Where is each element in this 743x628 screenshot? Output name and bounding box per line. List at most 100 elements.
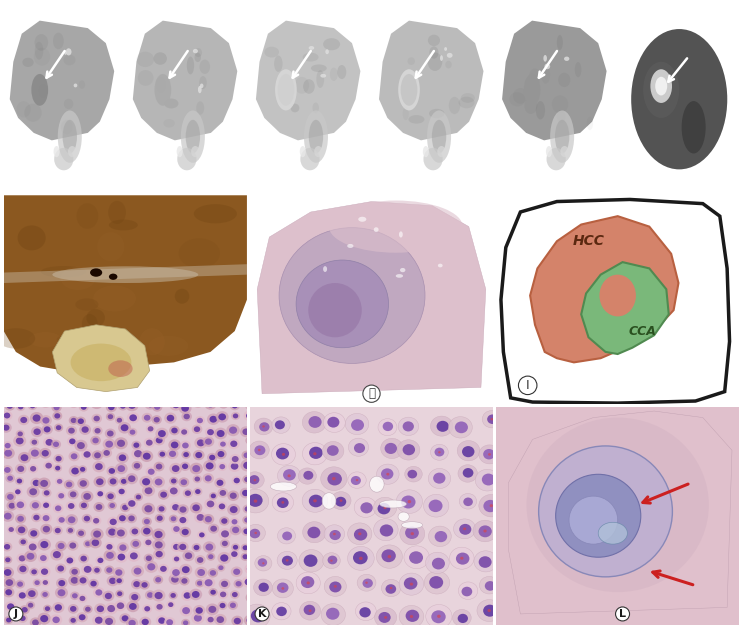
Circle shape	[20, 417, 27, 423]
Circle shape	[15, 580, 25, 588]
Circle shape	[244, 517, 250, 522]
Ellipse shape	[432, 120, 447, 153]
Ellipse shape	[399, 231, 403, 237]
Circle shape	[262, 562, 265, 565]
Circle shape	[120, 544, 126, 551]
Circle shape	[108, 468, 115, 474]
Circle shape	[198, 569, 205, 576]
Circle shape	[231, 551, 238, 557]
Circle shape	[139, 617, 152, 627]
Circle shape	[77, 594, 88, 603]
Circle shape	[404, 577, 418, 590]
Circle shape	[39, 448, 51, 458]
Polygon shape	[508, 411, 732, 614]
Circle shape	[218, 578, 230, 589]
Circle shape	[56, 491, 66, 501]
Circle shape	[70, 491, 77, 497]
Ellipse shape	[64, 50, 67, 55]
Polygon shape	[530, 216, 678, 362]
Ellipse shape	[313, 102, 319, 113]
Ellipse shape	[330, 68, 338, 81]
Circle shape	[1, 566, 14, 578]
Circle shape	[356, 479, 358, 481]
Circle shape	[204, 399, 216, 410]
Circle shape	[79, 501, 89, 510]
Ellipse shape	[564, 57, 569, 61]
Circle shape	[207, 401, 214, 408]
Ellipse shape	[569, 496, 617, 544]
Circle shape	[411, 532, 414, 535]
Circle shape	[115, 463, 128, 474]
Circle shape	[276, 607, 287, 616]
Circle shape	[219, 464, 225, 469]
Circle shape	[79, 614, 85, 620]
Circle shape	[106, 526, 119, 538]
Circle shape	[432, 558, 445, 570]
Circle shape	[94, 502, 105, 512]
Polygon shape	[502, 21, 606, 141]
Circle shape	[244, 477, 250, 482]
Circle shape	[307, 582, 310, 585]
Circle shape	[84, 566, 91, 573]
Circle shape	[228, 460, 241, 472]
Circle shape	[40, 541, 48, 548]
Circle shape	[121, 479, 126, 484]
Circle shape	[324, 577, 346, 597]
Ellipse shape	[337, 65, 346, 79]
Circle shape	[182, 566, 189, 573]
Circle shape	[180, 440, 191, 450]
Circle shape	[17, 466, 25, 472]
Circle shape	[429, 526, 451, 546]
Circle shape	[134, 568, 141, 575]
Circle shape	[195, 477, 200, 482]
Circle shape	[403, 444, 415, 455]
Circle shape	[120, 403, 126, 409]
Circle shape	[59, 517, 65, 522]
Circle shape	[353, 551, 368, 565]
Circle shape	[115, 570, 123, 576]
Ellipse shape	[546, 146, 552, 157]
Ellipse shape	[427, 52, 442, 71]
Circle shape	[155, 428, 169, 440]
Circle shape	[40, 398, 51, 408]
Circle shape	[258, 558, 267, 566]
Ellipse shape	[309, 120, 323, 153]
Circle shape	[109, 578, 116, 584]
Circle shape	[438, 451, 441, 453]
Circle shape	[374, 607, 397, 627]
Circle shape	[490, 504, 493, 507]
Circle shape	[435, 531, 447, 542]
Circle shape	[450, 547, 474, 569]
Circle shape	[321, 467, 347, 490]
Circle shape	[181, 479, 187, 485]
Circle shape	[27, 603, 33, 608]
Circle shape	[194, 614, 202, 622]
Circle shape	[233, 545, 239, 550]
Ellipse shape	[181, 111, 205, 163]
Circle shape	[155, 577, 161, 582]
Circle shape	[476, 469, 499, 491]
Circle shape	[66, 426, 77, 436]
Circle shape	[16, 501, 24, 508]
Circle shape	[55, 563, 66, 573]
Circle shape	[247, 600, 256, 609]
Circle shape	[169, 477, 178, 485]
Circle shape	[197, 440, 204, 447]
Circle shape	[16, 590, 28, 601]
Circle shape	[4, 544, 10, 550]
Circle shape	[478, 494, 504, 517]
Circle shape	[248, 595, 256, 601]
Circle shape	[207, 617, 214, 622]
Ellipse shape	[461, 93, 475, 103]
Circle shape	[2, 465, 13, 475]
Circle shape	[488, 453, 491, 456]
Circle shape	[117, 487, 127, 496]
Ellipse shape	[632, 29, 727, 170]
Circle shape	[104, 565, 114, 575]
Circle shape	[169, 573, 181, 585]
Circle shape	[167, 485, 181, 497]
Circle shape	[464, 497, 473, 506]
Circle shape	[146, 401, 154, 408]
Circle shape	[215, 449, 227, 459]
Circle shape	[302, 443, 328, 465]
